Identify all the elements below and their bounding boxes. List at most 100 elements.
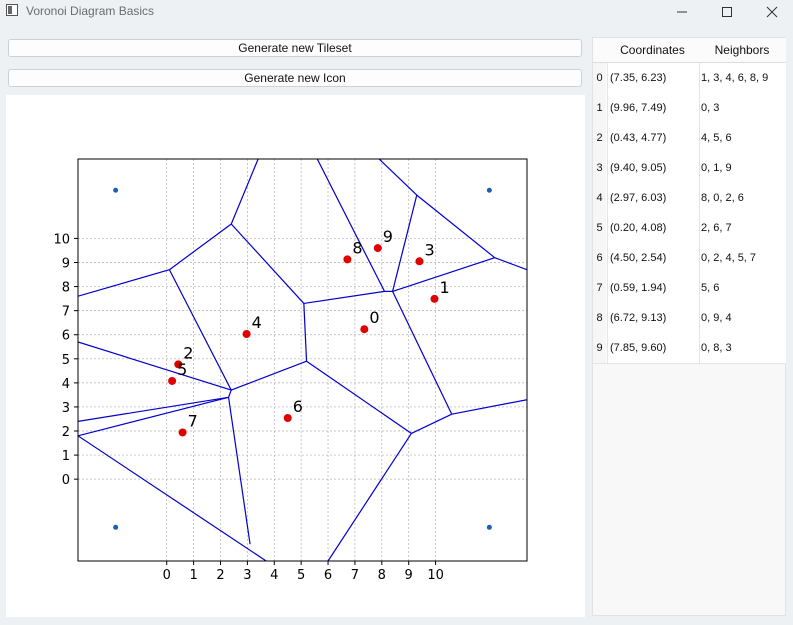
voronoi-edge bbox=[392, 291, 453, 415]
header-neighbors: Neighbors bbox=[714, 43, 770, 57]
row-index: 6 bbox=[593, 243, 606, 273]
x-tick-label: 3 bbox=[243, 568, 251, 583]
row-coordinates: (4.50, 2.54) bbox=[607, 243, 700, 273]
x-tick-label: 8 bbox=[378, 568, 386, 583]
y-tick-label: 1 bbox=[62, 449, 70, 464]
site-label: 4 bbox=[252, 313, 262, 332]
site-label: 2 bbox=[183, 343, 193, 362]
x-tick-label: 10 bbox=[427, 568, 444, 583]
table-row[interactable]: 9 (7.85, 9.60) 0, 8, 3 bbox=[593, 333, 786, 364]
site-label: 8 bbox=[352, 238, 362, 257]
header-coordinates: Coordinates bbox=[620, 43, 685, 57]
title-bar: Voronoi Diagram Basics bbox=[0, 0, 793, 24]
y-tick-label: 9 bbox=[62, 257, 70, 272]
voronoi-edge bbox=[228, 389, 232, 398]
row-index: 7 bbox=[593, 273, 606, 303]
y-tick-label: 7 bbox=[62, 305, 70, 320]
minimize-icon bbox=[677, 11, 687, 13]
voronoi-edge bbox=[78, 396, 229, 422]
site-point bbox=[242, 330, 251, 339]
voronoi-edge bbox=[169, 223, 232, 271]
voronoi-edge bbox=[230, 223, 305, 304]
row-coordinates: (0.59, 1.94) bbox=[607, 273, 700, 303]
row-neighbors: 0, 1, 9 bbox=[701, 162, 732, 174]
table-row[interactable]: 3 (9.40, 9.05) 0, 1, 9 bbox=[593, 153, 786, 184]
voronoi-edge bbox=[378, 159, 418, 196]
y-tick-label: 0 bbox=[62, 473, 70, 488]
row-coordinates: (7.35, 6.23) bbox=[607, 63, 700, 93]
site-label: 1 bbox=[440, 278, 450, 297]
table-row[interactable]: 6 (4.50, 2.54) 0, 2, 4, 5, 7 bbox=[593, 243, 786, 274]
generate-icon-button[interactable]: Generate new Icon bbox=[8, 69, 582, 87]
y-tick-label: 8 bbox=[62, 281, 70, 296]
row-index: 1 bbox=[593, 93, 606, 123]
row-index: 4 bbox=[593, 183, 606, 213]
site-point bbox=[430, 294, 439, 303]
voronoi-edge bbox=[451, 399, 527, 415]
site-label: 0 bbox=[369, 308, 379, 327]
row-coordinates: (9.40, 9.05) bbox=[607, 153, 700, 183]
corner-point bbox=[486, 524, 492, 530]
plot-area bbox=[78, 159, 527, 561]
site-point bbox=[174, 360, 183, 369]
site-label: 5 bbox=[177, 360, 187, 379]
row-neighbors: 0, 2, 4, 5, 7 bbox=[701, 252, 757, 264]
voronoi-edge bbox=[78, 269, 170, 297]
x-tick-label: 4 bbox=[270, 568, 278, 583]
site-label: 6 bbox=[293, 397, 303, 416]
row-index: 2 bbox=[593, 123, 606, 153]
y-tick-label: 6 bbox=[62, 329, 70, 344]
site-label: 3 bbox=[424, 240, 434, 259]
voronoi-edge bbox=[230, 159, 259, 225]
x-tick-label: 1 bbox=[189, 568, 197, 583]
maximize-button[interactable] bbox=[704, 0, 750, 24]
site-label: 9 bbox=[383, 227, 393, 246]
row-neighbors: 2, 6, 7 bbox=[701, 222, 732, 234]
x-tick-label: 6 bbox=[324, 568, 332, 583]
row-neighbors: 0, 8, 3 bbox=[701, 342, 732, 354]
row-neighbors: 0, 3 bbox=[701, 102, 720, 114]
row-index: 5 bbox=[593, 213, 606, 243]
row-index: 0 bbox=[593, 63, 606, 93]
maximize-icon bbox=[722, 7, 732, 17]
row-coordinates: (7.85, 9.60) bbox=[607, 333, 700, 363]
voronoi-edge bbox=[316, 159, 386, 292]
row-neighbors: 8, 0, 2, 6 bbox=[701, 192, 744, 204]
y-tick-label: 2 bbox=[62, 425, 70, 440]
table-row[interactable]: 7 (0.59, 1.94) 5, 6 bbox=[593, 273, 786, 304]
voronoi-edge bbox=[78, 435, 267, 561]
row-index: 3 bbox=[593, 153, 606, 183]
row-coordinates: (0.20, 4.08) bbox=[607, 213, 700, 243]
table-header: Coordinates Neighbors bbox=[593, 38, 786, 63]
row-neighbors: 4, 5, 6 bbox=[701, 132, 732, 144]
row-coordinates: (9.96, 7.49) bbox=[607, 93, 700, 123]
close-button[interactable] bbox=[749, 0, 793, 24]
voronoi-edge bbox=[231, 360, 307, 391]
corner-point bbox=[486, 187, 492, 193]
row-coordinates: (0.43, 4.77) bbox=[607, 123, 700, 153]
y-tick-label: 5 bbox=[62, 353, 70, 368]
voronoi-edge bbox=[327, 433, 412, 561]
y-tick-label: 10 bbox=[53, 232, 70, 247]
table-row[interactable]: 4 (2.97, 6.03) 8, 0, 2, 6 bbox=[593, 183, 786, 214]
table-row[interactable]: 5 (0.20, 4.08) 2, 6, 7 bbox=[593, 213, 786, 244]
x-tick-label: 2 bbox=[216, 568, 224, 583]
corner-point bbox=[113, 524, 119, 530]
table-row[interactable]: 1 (9.96, 7.49) 0, 3 bbox=[593, 93, 786, 124]
table-row[interactable]: 0 (7.35, 6.23) 1, 3, 4, 6, 8, 9 bbox=[593, 63, 786, 94]
voronoi-edge bbox=[392, 257, 495, 292]
table-row[interactable]: 2 (0.43, 4.77) 4, 5, 6 bbox=[593, 123, 786, 154]
minimize-button[interactable] bbox=[659, 0, 705, 24]
window-title: Voronoi Diagram Basics bbox=[26, 4, 155, 18]
table-row[interactable]: 8 (6.72, 9.13) 0, 9, 4 bbox=[593, 303, 786, 334]
site-point bbox=[343, 255, 352, 264]
generate-tileset-button[interactable]: Generate new Tileset bbox=[8, 39, 582, 57]
site-point bbox=[178, 428, 187, 437]
voronoi-edge bbox=[411, 413, 452, 434]
x-tick-label: 7 bbox=[351, 568, 359, 583]
app-icon bbox=[6, 4, 18, 16]
row-coordinates: (2.97, 6.03) bbox=[607, 183, 700, 213]
site-label: 7 bbox=[188, 411, 198, 430]
plot-frame bbox=[77, 158, 528, 562]
voronoi-plot: 0 1 2 3 4 5 6 7 8 9 10 0 1 2 3 4 5 6 7 8 9 10 0 1 2 3 4 5 6 7 8 9 bbox=[53, 158, 528, 583]
